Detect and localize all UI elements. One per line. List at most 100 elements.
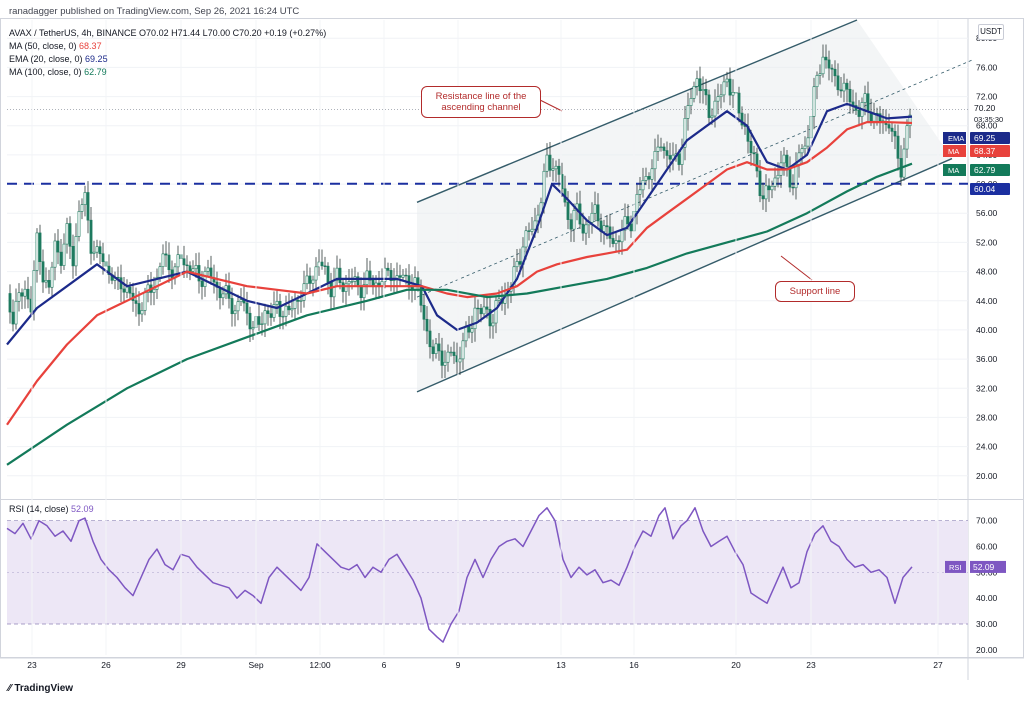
candle-body [458, 358, 462, 363]
candle-body [659, 146, 663, 149]
time-tick-label: 23 [27, 660, 37, 670]
candle-body [830, 67, 834, 70]
candle-body [92, 251, 96, 254]
candle-body [140, 310, 144, 315]
rsi-badge-bg [945, 560, 966, 573]
candle-body [614, 240, 618, 244]
candle-body [725, 78, 729, 83]
candle-body [137, 303, 141, 315]
candle-body [761, 195, 765, 200]
rsi-tick-label: 40.00 [976, 593, 998, 603]
ma100-legend-value: 62.79 [84, 67, 107, 77]
candle-body [440, 350, 444, 366]
time-tick-label: 26 [101, 660, 111, 670]
candle-body [668, 155, 672, 160]
ema20-tag-badge-bg [943, 132, 966, 144]
price-tick-label: 76.00 [976, 62, 998, 72]
candle-body [170, 269, 174, 279]
rsi-tag-value: 52.09 [973, 562, 995, 572]
candle-body [545, 154, 549, 172]
candle-body [515, 261, 519, 268]
price-tick-label: 20.00 [976, 471, 998, 481]
time-tick-label: 23 [806, 660, 816, 670]
candle-body [728, 78, 732, 96]
candle-body [236, 301, 240, 312]
candle-body [329, 281, 333, 298]
candle-body [95, 246, 99, 253]
last-price-tag-bg [970, 102, 1010, 114]
candle-body [272, 304, 276, 318]
candle-body [284, 305, 288, 317]
candle-body [605, 225, 609, 228]
candle-body [194, 265, 198, 270]
candle-body [386, 267, 390, 271]
candle-body [485, 306, 489, 310]
candle-body [533, 220, 537, 230]
candle-body [74, 236, 78, 267]
candle-body [824, 56, 828, 61]
candle-body [557, 165, 561, 175]
candle-body [323, 265, 327, 267]
rsi-tick-label: 60.00 [976, 542, 998, 552]
candle-body [686, 105, 690, 119]
candle-body [797, 152, 801, 165]
price-tick-label: 36.00 [976, 354, 998, 364]
candle-body [422, 305, 426, 320]
candle-body [23, 288, 27, 297]
channel-fill [417, 20, 952, 392]
candle-body [368, 270, 372, 281]
candle-body [803, 145, 807, 149]
candle-body [332, 279, 336, 298]
candle-body [464, 325, 468, 342]
candle-body [710, 115, 714, 118]
candle-body [263, 310, 267, 325]
candle-body [677, 153, 681, 165]
candle-body [452, 351, 456, 356]
candle-body [47, 280, 51, 288]
candle-body [650, 168, 654, 180]
candle-body [161, 253, 165, 268]
candle-body [278, 301, 282, 317]
ma50-tag-badge-bg [943, 145, 966, 157]
candle-body [65, 223, 69, 245]
candle-body [266, 310, 270, 314]
candle-body [740, 112, 744, 126]
candle-body [53, 240, 57, 268]
ma50-legend: MA (50, close, 0) 68.37 [9, 41, 102, 51]
candle-body [530, 228, 534, 232]
candle-body [785, 154, 789, 167]
candle-body [365, 270, 369, 285]
candle-body [398, 275, 402, 278]
candle-body [818, 73, 822, 76]
candle-body [359, 285, 363, 299]
candle-body [77, 211, 81, 237]
candle-body [590, 212, 594, 223]
candle-body [773, 177, 777, 187]
candle-body [857, 109, 861, 117]
candle-body [569, 219, 573, 230]
candle-body [527, 230, 531, 232]
candle-body [434, 343, 438, 354]
candle-body [350, 281, 354, 283]
candle-body [182, 258, 186, 266]
time-tick-label: 27 [933, 660, 943, 670]
candle-body [719, 94, 723, 98]
rsi-tick-label: 20.00 [976, 645, 998, 655]
candle-body [611, 238, 615, 244]
currency-button[interactable]: USDT [978, 24, 1004, 40]
candle-body [752, 152, 756, 155]
candle-body [902, 148, 906, 178]
candle-body [731, 92, 735, 96]
candle-body [833, 68, 837, 77]
candle-body [269, 313, 273, 318]
price-tick-label: 40.00 [976, 325, 998, 335]
candle-body [467, 325, 471, 333]
ma50-legend-value: 68.37 [79, 41, 102, 51]
candle-body [641, 180, 645, 191]
candle-body [551, 168, 555, 171]
tradingview-logo[interactable]: ⁄⁄ TradingView [8, 683, 73, 694]
candle-body [143, 292, 147, 311]
candle-body [476, 307, 480, 310]
candle-body [251, 327, 255, 330]
rsi-tick-label: 30.00 [976, 619, 998, 629]
